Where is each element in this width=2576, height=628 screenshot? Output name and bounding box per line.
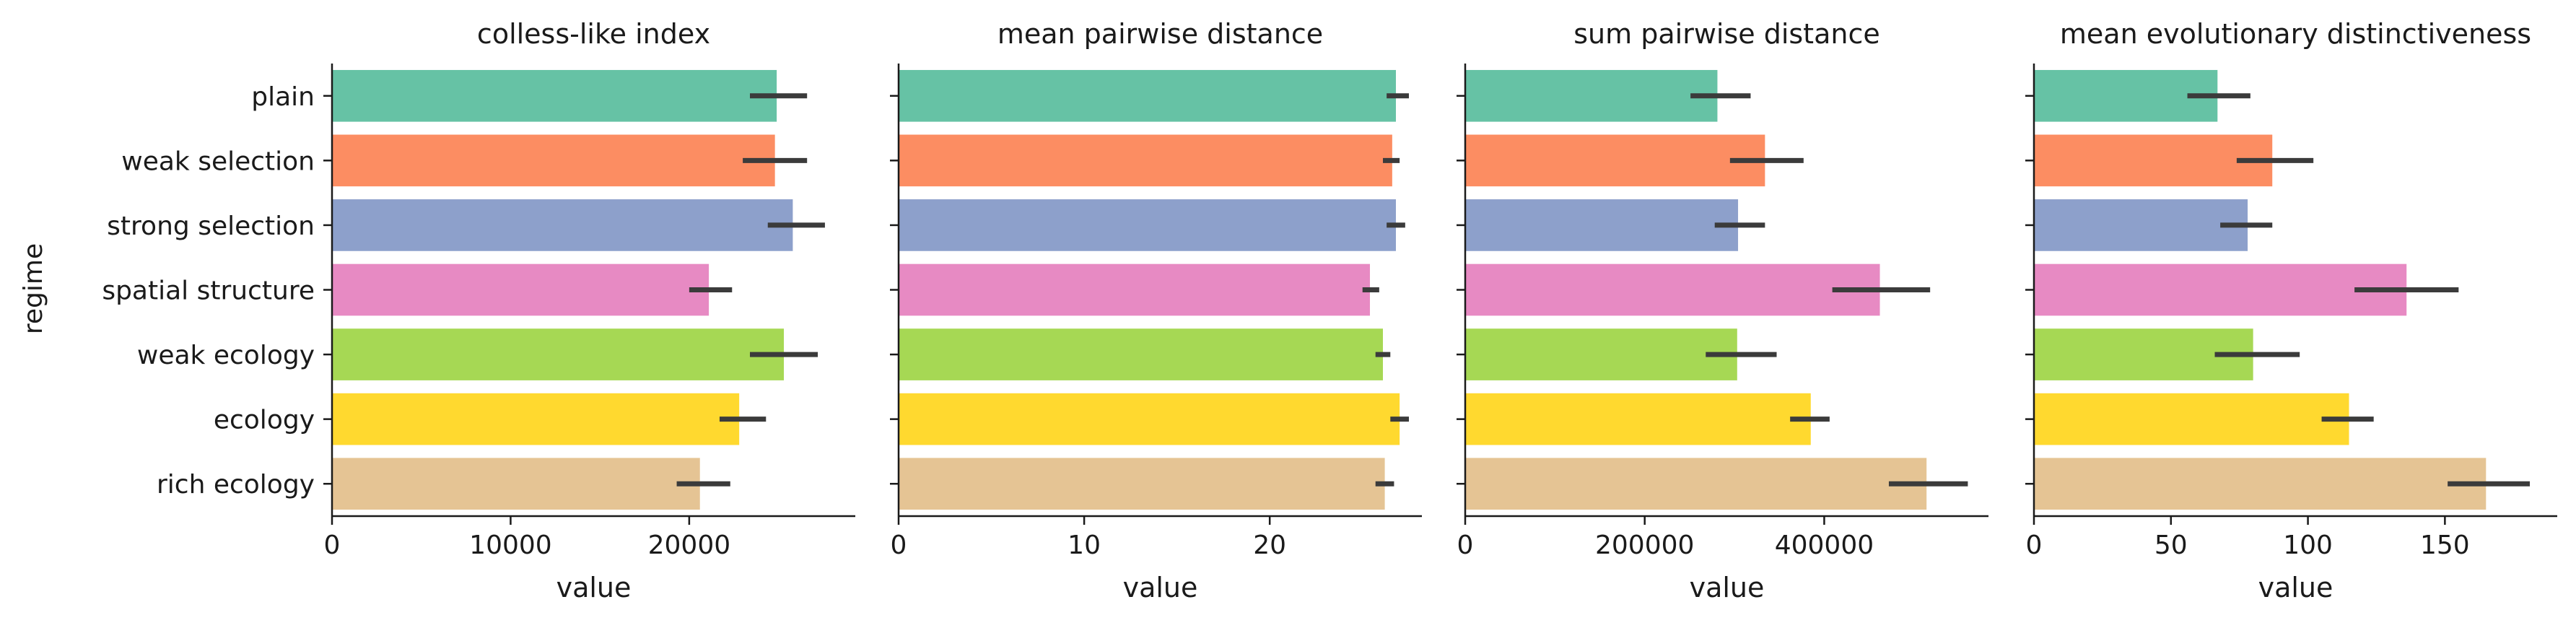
bar: [2034, 263, 2407, 316]
bar: [332, 199, 793, 251]
bar: [2034, 458, 2487, 510]
category-label: plain: [251, 82, 315, 112]
bar: [1465, 263, 1880, 316]
bar: [899, 263, 1371, 316]
bar: [1465, 199, 1739, 251]
bar: [332, 69, 777, 122]
bar: [1465, 393, 1811, 445]
category-label: weak selection: [121, 147, 315, 176]
bar: [899, 199, 1397, 251]
panel-2: mean pairwise distance 0 10 20 value: [890, 18, 1422, 603]
panel-3: sum pairwise distance 0 200000 400000 value: [1457, 18, 1988, 603]
category-label: ecology: [214, 406, 315, 435]
bar: [1465, 134, 1765, 187]
x-tick-label: 200000: [1595, 531, 1694, 560]
panel-title: colless-like index: [477, 18, 710, 50]
bar: [332, 134, 775, 187]
bar: [2034, 199, 2248, 251]
bar: [2034, 69, 2218, 122]
y-axis-label: regime: [19, 243, 48, 334]
x-tick-label: 150: [2420, 531, 2470, 560]
category-label: weak ecology: [137, 341, 315, 370]
x-tick-label: 20000: [648, 531, 731, 560]
x-tick-label: 10000: [469, 531, 552, 560]
bar: [899, 328, 1384, 380]
panel-title: mean evolutionary distinctiveness: [2060, 18, 2531, 50]
panel-1: colless-like index plain weak selection str…: [102, 18, 855, 603]
bar: [899, 458, 1385, 510]
bar: [899, 393, 1400, 445]
category-label: spatial structure: [102, 276, 315, 306]
x-tick-label: 0: [891, 531, 907, 560]
bar: [899, 69, 1397, 122]
category-label: strong selection: [107, 211, 315, 241]
x-tick-label: 0: [1457, 531, 1474, 560]
x-tick-label: 20: [1253, 531, 1286, 560]
bar: [1465, 458, 1927, 510]
x-tick-label: 400000: [1775, 531, 1874, 560]
bar: [1465, 328, 1737, 380]
x-axis-label: value: [2258, 572, 2333, 603]
bar: [332, 393, 740, 445]
x-axis-label: value: [1123, 572, 1198, 603]
panel-title: mean pairwise distance: [997, 18, 1323, 50]
x-axis-label: value: [1690, 572, 1765, 603]
bar: [1465, 69, 1718, 122]
bar: [332, 328, 785, 380]
category-label: rich ecology: [157, 470, 315, 500]
bar: [2034, 134, 2273, 187]
x-tick-label: 10: [1067, 531, 1101, 560]
bar: [332, 458, 700, 510]
bar: [332, 263, 710, 316]
chart-panels: colless-like index plain weak selection str…: [102, 18, 2557, 603]
x-tick-label: 100: [2283, 531, 2333, 560]
panel-4: mean evolutionary distinctiveness 0 50 100 1…: [2025, 18, 2557, 603]
x-tick-label: 50: [2154, 531, 2188, 560]
bar: [2034, 393, 2349, 445]
panel-title: sum pairwise distance: [1573, 18, 1879, 50]
x-tick-label: 0: [324, 531, 341, 560]
x-tick-label: 0: [2026, 531, 2043, 560]
x-axis-label: value: [556, 572, 632, 603]
bar: [899, 134, 1392, 187]
